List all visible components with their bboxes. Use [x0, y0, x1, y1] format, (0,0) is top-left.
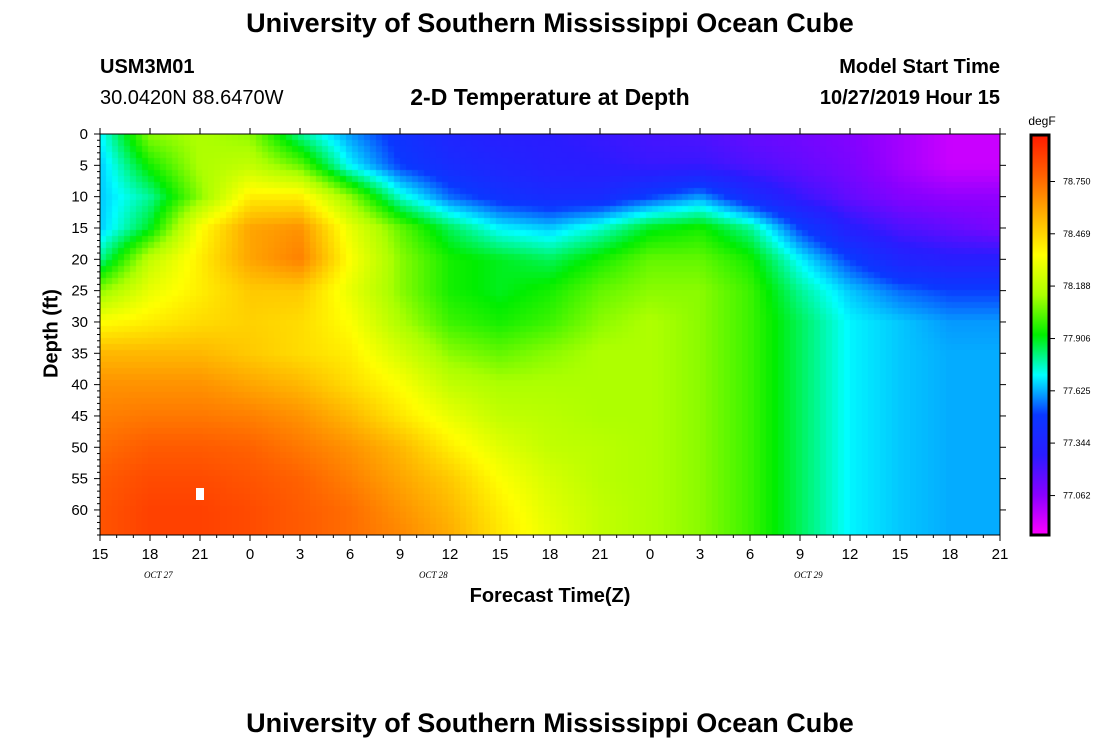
colorbar-tick-label: 77.062: [1063, 491, 1091, 501]
x-tick-label: 3: [296, 546, 304, 563]
chart-title: 2-D Temperature at Depth: [410, 84, 690, 110]
x-axis-label: Forecast Time(Z): [469, 585, 631, 607]
x-tick-label: 9: [396, 546, 404, 563]
y-tick-label: 50: [71, 439, 88, 456]
heatmap-field: [100, 134, 1000, 535]
colorbar-tick-label: 77.344: [1063, 438, 1091, 448]
y-tick-label: 40: [71, 377, 88, 394]
x-tick-label: 0: [646, 546, 654, 563]
model-start-value: 10/27/2019 Hour 15: [819, 87, 1000, 109]
x-date-label: OCT 28: [419, 570, 448, 580]
station-id: USM3M01: [100, 56, 195, 78]
page-title-bottom: University of Southern Mississippi Ocean…: [246, 708, 854, 738]
y-tick-label: 5: [80, 157, 88, 174]
x-tick-label: 6: [746, 546, 754, 563]
y-tick-label: 30: [71, 314, 88, 331]
colorbar-tick-label: 78.188: [1063, 281, 1091, 291]
colorbar-tick-label: 77.625: [1063, 386, 1091, 396]
y-tick-label: 45: [71, 408, 88, 425]
page-title-top: University of Southern Mississippi Ocean…: [246, 8, 854, 38]
colorbar-unit-label: degF: [1028, 114, 1055, 128]
x-tick-label: 12: [842, 546, 859, 563]
y-tick-label: 10: [71, 189, 88, 206]
x-tick-label: 15: [492, 546, 509, 563]
x-tick-label: 18: [542, 546, 559, 563]
colorbar-tick-label: 77.906: [1063, 334, 1091, 344]
y-tick-label: 60: [71, 502, 88, 519]
colorbar-tick-label: 78.469: [1063, 229, 1091, 239]
x-tick-label: 18: [942, 546, 959, 563]
y-tick-label: 0: [80, 126, 88, 143]
x-tick-label: 3: [696, 546, 704, 563]
y-tick-label: 15: [71, 220, 88, 237]
station-coordinates: 30.0420N 88.6470W: [100, 87, 284, 109]
x-tick-label: 21: [192, 546, 209, 563]
x-tick-label: 15: [92, 546, 109, 563]
x-tick-label: 18: [142, 546, 159, 563]
x-date-label: OCT 27: [144, 570, 173, 580]
y-tick-label: 55: [71, 471, 88, 488]
x-tick-label: 12: [442, 546, 459, 563]
x-date-label: OCT 29: [794, 570, 823, 580]
y-tick-label: 20: [71, 251, 88, 268]
model-start-label: Model Start Time: [839, 56, 1000, 78]
x-tick-label: 15: [892, 546, 909, 563]
x-tick-label: 21: [992, 546, 1009, 563]
white-marker: [196, 488, 204, 500]
colorbar-scale: [1029, 133, 1051, 537]
x-tick-label: 21: [592, 546, 609, 563]
x-tick-label: 9: [796, 546, 804, 563]
colorbar-tick-label: 78.750: [1063, 177, 1091, 187]
y-tick-label: 35: [71, 345, 88, 362]
x-tick-label: 6: [346, 546, 354, 563]
y-tick-label: 25: [71, 283, 88, 300]
x-tick-label: 0: [246, 546, 254, 563]
